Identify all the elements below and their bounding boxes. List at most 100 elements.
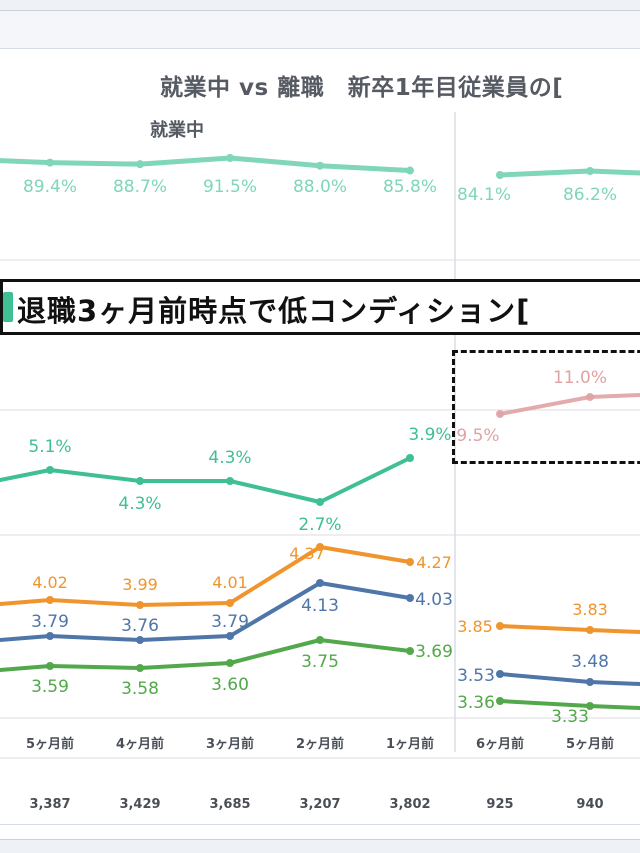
count-label-p0-0: 3,387 [29, 797, 70, 812]
count-label-p0-4: 3,802 [389, 797, 430, 812]
data-label-low_condition_rate-p0-2: 4.3% [208, 448, 251, 468]
chart-title-cut-glyph: [ [552, 75, 564, 101]
point-green_score-p0-2 [226, 659, 234, 667]
data-label-green_score-p0-2: 3.60 [211, 675, 249, 695]
data-label-top_rate-p1-0: 84.1% [457, 185, 511, 205]
point-green_score-p0-1 [136, 664, 144, 672]
data-label-top_rate-p0-2: 91.5% [203, 177, 257, 197]
data-label-green_score-p0-4: 3.69 [415, 642, 453, 662]
data-label-orange_score-p1-1: 3.83 [572, 600, 608, 619]
x-tick-label-p0-3: 2ヶ月前 [296, 736, 344, 752]
data-label-orange_score-p0-0: 4.02 [32, 573, 68, 592]
data-label-orange_score-p1-0: 3.85 [457, 617, 493, 636]
callout-accent-bar [3, 292, 13, 322]
point-green_score-p0-0 [46, 662, 54, 670]
point-blue_score-p0-3 [316, 579, 324, 587]
point-green_score-p0-3 [316, 636, 324, 644]
data-label-low_condition_rate-p0-1: 4.3% [118, 494, 161, 514]
chart-title-text: 就業中 vs 離職 新卒1年目従業員の [160, 75, 553, 101]
data-label-blue_score-p0-4: 4.03 [415, 590, 453, 610]
point-low_condition_rate-p1-1 [586, 393, 594, 401]
point-orange_score-p0-2 [226, 599, 234, 607]
panel-label-employed: 就業中 [150, 120, 204, 141]
point-low_condition_rate-p0-0 [46, 466, 54, 474]
x-tick-label-p0-1: 4ヶ月前 [116, 736, 164, 752]
data-label-top_rate-p0-1: 88.7% [113, 177, 167, 197]
data-label-top_rate-p1-1: 86.2% [563, 185, 617, 205]
series-line-orange_score-p0 [0, 545, 412, 607]
data-label-blue_score-p0-2: 3.79 [211, 612, 249, 632]
x-tick-label-p1-0: 6ヶ月前 [476, 736, 524, 752]
point-low_condition_rate-p1-0 [496, 410, 504, 418]
highlight-dashed-box [452, 350, 640, 464]
data-label-green_score-p0-0: 3.59 [31, 677, 69, 697]
point-green_score-p1-0 [496, 697, 504, 705]
point-top_rate-p1-0 [496, 171, 504, 179]
x-tick-label-p0-0: 5ヶ月前 [26, 736, 74, 752]
data-label-blue_score-p0-3: 4.13 [301, 596, 339, 616]
x-tick-label-p1-1: 5ヶ月前 [566, 736, 614, 752]
data-label-low_condition_rate-p0-4: 3.9% [408, 425, 451, 445]
data-label-blue_score-p1-0: 3.53 [457, 666, 495, 686]
point-blue_score-p0-4 [406, 594, 414, 602]
series-line-blue_score-p1 [498, 672, 640, 686]
data-label-low_condition_rate-p0-0: 5.1% [28, 437, 71, 457]
data-label-low_condition_rate-p0-3: 2.7% [298, 515, 341, 535]
point-blue_score-p0-1 [136, 636, 144, 644]
point-green_score-p1-1 [586, 702, 594, 710]
data-label-green_score-p0-1: 3.58 [121, 679, 159, 699]
chart-title: 就業中 vs 離職 新卒1年目従業員の[ [160, 68, 563, 102]
data-label-orange_score-p0-1: 3.99 [122, 575, 158, 594]
count-label-p0-1: 3,429 [119, 797, 160, 812]
top-strip [0, 11, 640, 48]
data-label-orange_score-p0-2: 4.01 [212, 573, 248, 592]
x-tick-label-p0-2: 3ヶ月前 [206, 736, 254, 752]
callout-main-text: 退職3ヶ月前時点で低コンディション [17, 294, 517, 328]
data-label-low_condition_rate-p1-1: 11.0% [553, 368, 607, 388]
point-orange_score-p0-4 [406, 558, 414, 566]
data-label-top_rate-p0-3: 88.0% [293, 177, 347, 197]
point-top_rate-p0-2 [226, 154, 234, 162]
point-low_condition_rate-p0-2 [226, 477, 234, 485]
count-label-p0-3: 3,207 [299, 797, 340, 812]
callout-banner: 退職3ヶ月前時点で低コンディション[ [0, 279, 640, 335]
data-label-green_score-p0-3: 3.75 [301, 652, 339, 672]
point-low_condition_rate-p0-3 [316, 498, 324, 506]
series-line-orange_score-p1 [498, 624, 640, 634]
data-label-green_score-p1-1: 3.33 [551, 707, 589, 727]
series-line-top_rate-p1 [497, 168, 640, 178]
point-blue_score-p0-0 [46, 632, 54, 640]
series-line-blue_score-p0 [0, 581, 412, 642]
data-label-blue_score-p1-1: 3.48 [571, 652, 609, 672]
series-line-low_condition_rate-p0 [0, 456, 412, 504]
data-label-top_rate-p0-4: 85.8% [383, 177, 437, 197]
point-blue_score-p0-2 [226, 632, 234, 640]
x-tick-label-p0-4: 1ヶ月前 [386, 736, 434, 752]
point-low_condition_rate-p0-1 [136, 477, 144, 485]
point-orange_score-p1-1 [586, 626, 594, 634]
callout-cut-glyph: [ [516, 294, 531, 328]
point-top_rate-p0-3 [316, 161, 324, 170]
data-label-orange_score-p0-4: 4.27 [416, 553, 452, 572]
point-orange_score-p1-0 [496, 622, 504, 630]
count-label-p1-1: 940 [576, 797, 603, 812]
point-orange_score-p0-0 [46, 596, 54, 604]
series-line-top_rate-p0 [0, 155, 413, 174]
data-label-orange_score-p0-3: 4.37 [289, 544, 325, 563]
callout-text: 退職3ヶ月前時点で低コンディション[ [17, 288, 530, 330]
data-label-low_condition_rate-p1-0: 9.5% [456, 426, 499, 446]
chart-frame [0, 48, 640, 825]
point-top_rate-p0-0 [46, 158, 54, 167]
data-label-green_score-p1-0: 3.36 [457, 693, 495, 713]
point-orange_score-p0-3 [316, 543, 324, 551]
point-green_score-p0-4 [406, 647, 414, 655]
series-line-green_score-p0 [0, 638, 412, 672]
data-label-top_rate-p0-0: 89.4% [23, 177, 77, 197]
point-top_rate-p0-4 [406, 166, 414, 175]
point-orange_score-p0-1 [136, 601, 144, 609]
data-label-blue_score-p0-0: 3.79 [31, 612, 69, 632]
count-label-p1-0: 925 [486, 797, 513, 812]
count-label-p0-2: 3,685 [209, 797, 250, 812]
point-top_rate-p0-1 [136, 160, 144, 169]
